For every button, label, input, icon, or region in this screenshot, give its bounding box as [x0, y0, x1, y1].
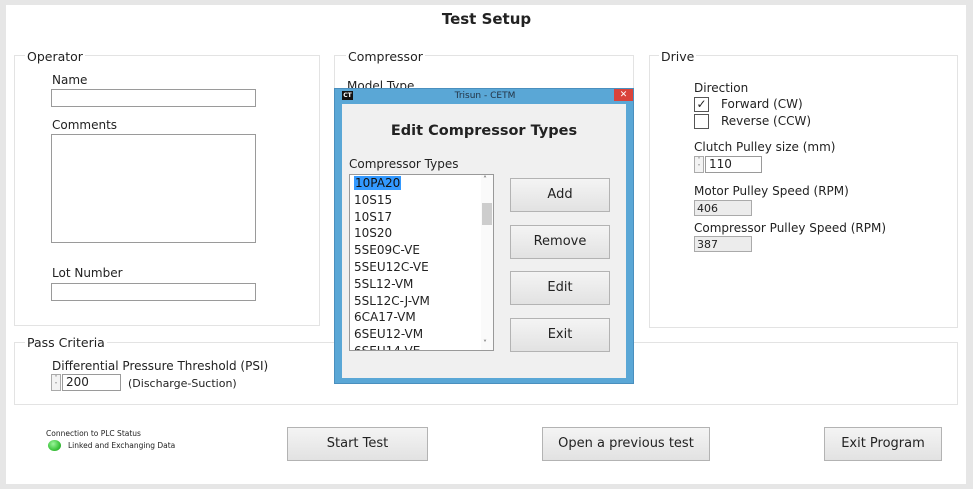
plc-status-label: Connection to PLC Status: [46, 429, 141, 438]
list-item[interactable]: 5SEU12C-VE: [354, 259, 429, 274]
forward-checkbox[interactable]: ✓: [694, 97, 709, 112]
list-item[interactable]: 6CA17-VM: [354, 310, 416, 325]
threshold-label: Differential Pressure Threshold (PSI): [52, 359, 269, 373]
compressor-title: Compressor: [346, 49, 425, 64]
app-icon: CT: [342, 91, 353, 100]
list-item[interactable]: 6SEU14-VE: [354, 343, 421, 351]
list-item[interactable]: 6SEU12-VM: [354, 327, 424, 342]
comments-label: Comments: [52, 118, 118, 132]
clutch-stepper-arrows[interactable]: ˄ ˅: [694, 156, 704, 173]
forward-label: Forward (CW): [721, 97, 803, 111]
compressor-pulley-label: Compressor Pulley Speed (RPM): [694, 221, 886, 235]
clutch-pulley-label: Clutch Pulley size (mm): [694, 140, 836, 154]
pass-criteria-title: Pass Criteria: [25, 335, 107, 350]
scroll-up-icon[interactable]: ˄: [483, 175, 487, 184]
reverse-checkbox[interactable]: [694, 114, 709, 129]
lot-number-label: Lot Number: [52, 266, 123, 280]
list-item[interactable]: 10PA20: [350, 175, 493, 192]
edit-button[interactable]: Edit: [510, 271, 610, 305]
scroll-down-icon[interactable]: ˅: [483, 339, 487, 348]
threshold-input[interactable]: 200: [62, 374, 121, 391]
direction-label: Direction: [694, 81, 749, 95]
list-item[interactable]: 10S17: [354, 209, 393, 224]
motor-pulley-value: 406: [694, 200, 752, 216]
edit-compressor-types-dialog: CT Trisun - CETM ✕ Edit Compressor Types…: [334, 88, 634, 384]
scroll-thumb[interactable]: [482, 203, 492, 225]
compressor-types-label: Compressor Types: [349, 157, 459, 171]
start-test-button[interactable]: Start Test: [287, 427, 428, 461]
name-label: Name: [52, 73, 88, 87]
status-led-icon: [48, 440, 61, 451]
dialog-heading: Edit Compressor Types: [390, 123, 578, 139]
remove-button[interactable]: Remove: [510, 225, 610, 259]
list-item-label: 10PA20: [354, 176, 402, 190]
operator-title: Operator: [25, 49, 85, 64]
list-item[interactable]: 10S15: [354, 192, 393, 207]
lot-number-input[interactable]: [51, 283, 256, 301]
dialog-window-title: Trisun - CETM: [454, 91, 516, 101]
open-previous-test-button[interactable]: Open a previous test: [542, 427, 710, 461]
threshold-note: (Discharge-Suction): [128, 377, 237, 390]
list-item[interactable]: 10S20: [354, 226, 393, 241]
close-icon[interactable]: ✕: [614, 89, 633, 101]
name-input[interactable]: [51, 89, 256, 107]
page-title: Test Setup: [441, 10, 532, 28]
threshold-stepper-arrows[interactable]: ˄ ˅: [51, 374, 61, 391]
exit-button[interactable]: Exit: [510, 318, 610, 352]
dialog-body: Edit Compressor Types Compressor Types 1…: [342, 104, 626, 378]
comments-input[interactable]: [51, 134, 256, 243]
list-item[interactable]: 5SE09C-VE: [354, 243, 420, 258]
compressor-types-list[interactable]: 10PA20 10S15 10S17 10S20 5SE09C-VE 5SEU1…: [349, 174, 494, 351]
reverse-label: Reverse (CCW): [721, 114, 812, 128]
clutch-pulley-input[interactable]: 110: [705, 156, 762, 173]
list-item[interactable]: 5SL12-VM: [354, 276, 414, 291]
add-button[interactable]: Add: [510, 178, 610, 212]
plc-status-text: Linked and Exchanging Data: [68, 441, 176, 450]
compressor-pulley-value: 387: [694, 236, 752, 252]
motor-pulley-label: Motor Pulley Speed (RPM): [694, 184, 849, 198]
exit-program-button[interactable]: Exit Program: [824, 427, 942, 461]
list-scrollbar[interactable]: ˄ ˅: [481, 175, 493, 350]
list-item[interactable]: 5SL12C-J-VM: [354, 293, 430, 308]
drive-title: Drive: [659, 49, 697, 64]
